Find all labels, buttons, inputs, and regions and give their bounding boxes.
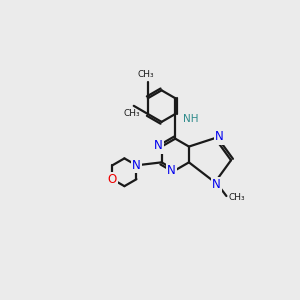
Text: O: O xyxy=(107,173,116,186)
Text: CH₃: CH₃ xyxy=(137,70,154,80)
Text: CH₃: CH₃ xyxy=(228,193,245,202)
Text: N: N xyxy=(167,164,176,177)
Text: N: N xyxy=(215,130,224,143)
Text: N: N xyxy=(154,140,162,152)
Text: CH₃: CH₃ xyxy=(123,109,140,118)
Text: N: N xyxy=(132,159,141,172)
Text: N: N xyxy=(212,178,221,191)
Text: NH: NH xyxy=(183,114,198,124)
